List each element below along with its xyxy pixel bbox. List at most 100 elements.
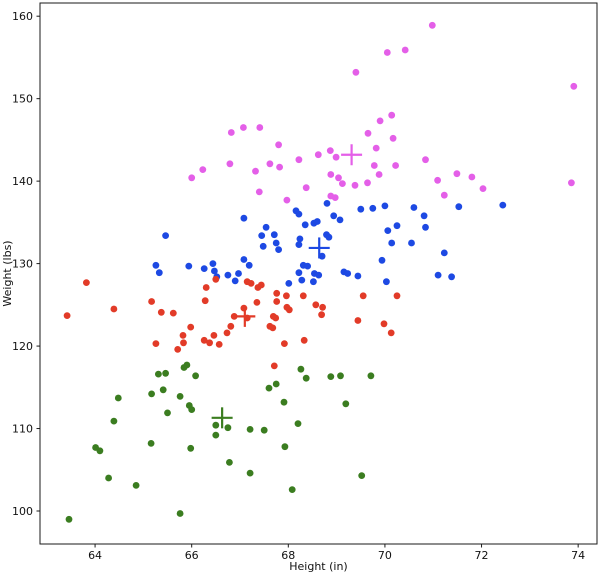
data-point-cluster-violet xyxy=(364,129,372,137)
data-point-cluster-red xyxy=(354,317,362,324)
data-point-cluster-blue xyxy=(200,265,208,272)
data-point-cluster-green xyxy=(297,365,305,373)
data-point-cluster-blue xyxy=(185,262,193,270)
data-point-cluster-violet xyxy=(389,134,397,142)
x-axis-tick-label: 70 xyxy=(378,549,392,562)
data-point-cluster-red xyxy=(215,341,223,348)
data-point-cluster-red xyxy=(223,329,231,337)
data-point-cluster-violet xyxy=(227,129,235,136)
data-point-cluster-violet xyxy=(351,181,359,189)
data-point-cluster-red xyxy=(257,281,265,289)
y-axis-tick-label: 110 xyxy=(12,423,33,436)
data-point-cluster-green xyxy=(110,417,118,425)
data-point-cluster-blue xyxy=(155,269,163,277)
data-point-cluster-blue xyxy=(336,216,344,224)
data-point-cluster-violet xyxy=(375,171,383,178)
data-point-cluster-violet xyxy=(283,196,291,204)
data-point-cluster-violet xyxy=(240,124,247,131)
data-point-cluster-blue xyxy=(209,260,217,267)
data-point-cluster-blue xyxy=(384,227,392,235)
y-axis-label: Weight (lbs) xyxy=(1,240,14,306)
x-axis-tick-label: 72 xyxy=(475,549,489,562)
data-point-cluster-blue xyxy=(378,256,386,264)
data-point-cluster-blue xyxy=(420,212,428,220)
data-point-cluster-violet xyxy=(275,141,282,149)
data-point-cluster-blue xyxy=(410,204,418,211)
data-point-cluster-violet xyxy=(388,111,396,119)
data-point-cluster-red xyxy=(110,305,118,313)
data-point-cluster-red xyxy=(283,292,290,300)
data-point-cluster-red xyxy=(157,308,165,316)
data-point-cluster-red xyxy=(201,297,209,305)
data-point-cluster-violet xyxy=(266,160,274,168)
data-point-cluster-blue xyxy=(318,252,326,260)
x-axis-label: Height (in) xyxy=(289,560,347,573)
data-point-cluster-blue xyxy=(285,280,293,287)
data-point-cluster-violet xyxy=(335,174,342,182)
data-point-cluster-red xyxy=(393,292,401,300)
data-point-cluster-blue xyxy=(224,271,232,279)
data-point-cluster-green xyxy=(226,459,233,466)
data-point-cluster-red xyxy=(269,324,277,332)
data-point-cluster-blue xyxy=(325,233,333,241)
data-point-cluster-blue xyxy=(499,201,507,209)
y-axis-tick-label: 140 xyxy=(12,175,33,188)
data-point-cluster-green xyxy=(342,400,350,408)
data-point-cluster-blue xyxy=(383,278,390,286)
data-point-cluster-blue xyxy=(455,203,463,211)
data-point-cluster-red xyxy=(179,332,187,339)
x-axis-tick-label: 66 xyxy=(185,549,199,562)
data-point-cluster-blue xyxy=(448,273,455,281)
data-point-cluster-violet xyxy=(364,179,371,187)
data-point-cluster-green xyxy=(162,369,170,377)
data-point-cluster-green xyxy=(155,370,162,378)
data-point-cluster-violet xyxy=(434,176,441,184)
data-point-cluster-red xyxy=(152,340,160,347)
data-point-cluster-violet xyxy=(479,185,487,193)
data-point-cluster-red xyxy=(206,339,214,347)
data-point-cluster-violet xyxy=(468,173,476,181)
data-point-cluster-violet xyxy=(332,153,340,161)
data-point-cluster-green xyxy=(132,482,140,489)
data-point-cluster-violet xyxy=(252,167,259,175)
data-point-cluster-red xyxy=(273,298,281,305)
data-point-cluster-red xyxy=(210,332,218,339)
data-point-cluster-blue xyxy=(162,232,170,240)
data-point-cluster-violet xyxy=(339,180,346,188)
data-point-cluster-red xyxy=(285,306,293,314)
y-axis-tick-label: 160 xyxy=(12,10,33,23)
data-point-cluster-red xyxy=(387,329,395,337)
data-point-cluster-violet xyxy=(401,46,409,54)
data-point-cluster-green xyxy=(192,372,200,380)
data-point-cluster-green xyxy=(367,372,375,380)
data-point-cluster-red xyxy=(202,284,210,291)
data-point-cluster-blue xyxy=(235,270,242,277)
data-point-cluster-violet xyxy=(327,171,335,178)
data-point-cluster-blue xyxy=(231,277,239,285)
data-point-cluster-violet xyxy=(199,166,207,174)
data-point-cluster-blue xyxy=(330,212,338,220)
data-point-cluster-red xyxy=(299,292,307,300)
data-point-cluster-violet xyxy=(256,124,264,131)
data-point-cluster-violet xyxy=(422,156,429,164)
data-point-cluster-blue xyxy=(295,269,303,277)
data-point-cluster-blue xyxy=(152,261,160,269)
y-axis-tick-label: 130 xyxy=(12,258,33,271)
data-point-cluster-red xyxy=(83,279,90,286)
data-point-cluster-green xyxy=(147,440,155,447)
data-point-cluster-blue xyxy=(240,256,248,263)
data-point-cluster-green xyxy=(187,444,195,452)
x-axis-tick-label: 64 xyxy=(88,549,102,562)
data-point-cluster-blue xyxy=(296,235,304,243)
y-axis-tick-label: 150 xyxy=(12,93,33,106)
data-point-cluster-green xyxy=(281,443,289,451)
data-point-cluster-green xyxy=(246,426,254,433)
data-point-cluster-green xyxy=(188,406,196,413)
data-point-cluster-blue xyxy=(422,223,429,231)
data-point-cluster-green xyxy=(212,421,220,429)
data-point-cluster-red xyxy=(318,311,325,319)
data-point-cluster-green xyxy=(302,374,310,382)
x-axis-tick-label: 68 xyxy=(281,549,295,562)
data-point-cluster-violet xyxy=(440,191,448,199)
